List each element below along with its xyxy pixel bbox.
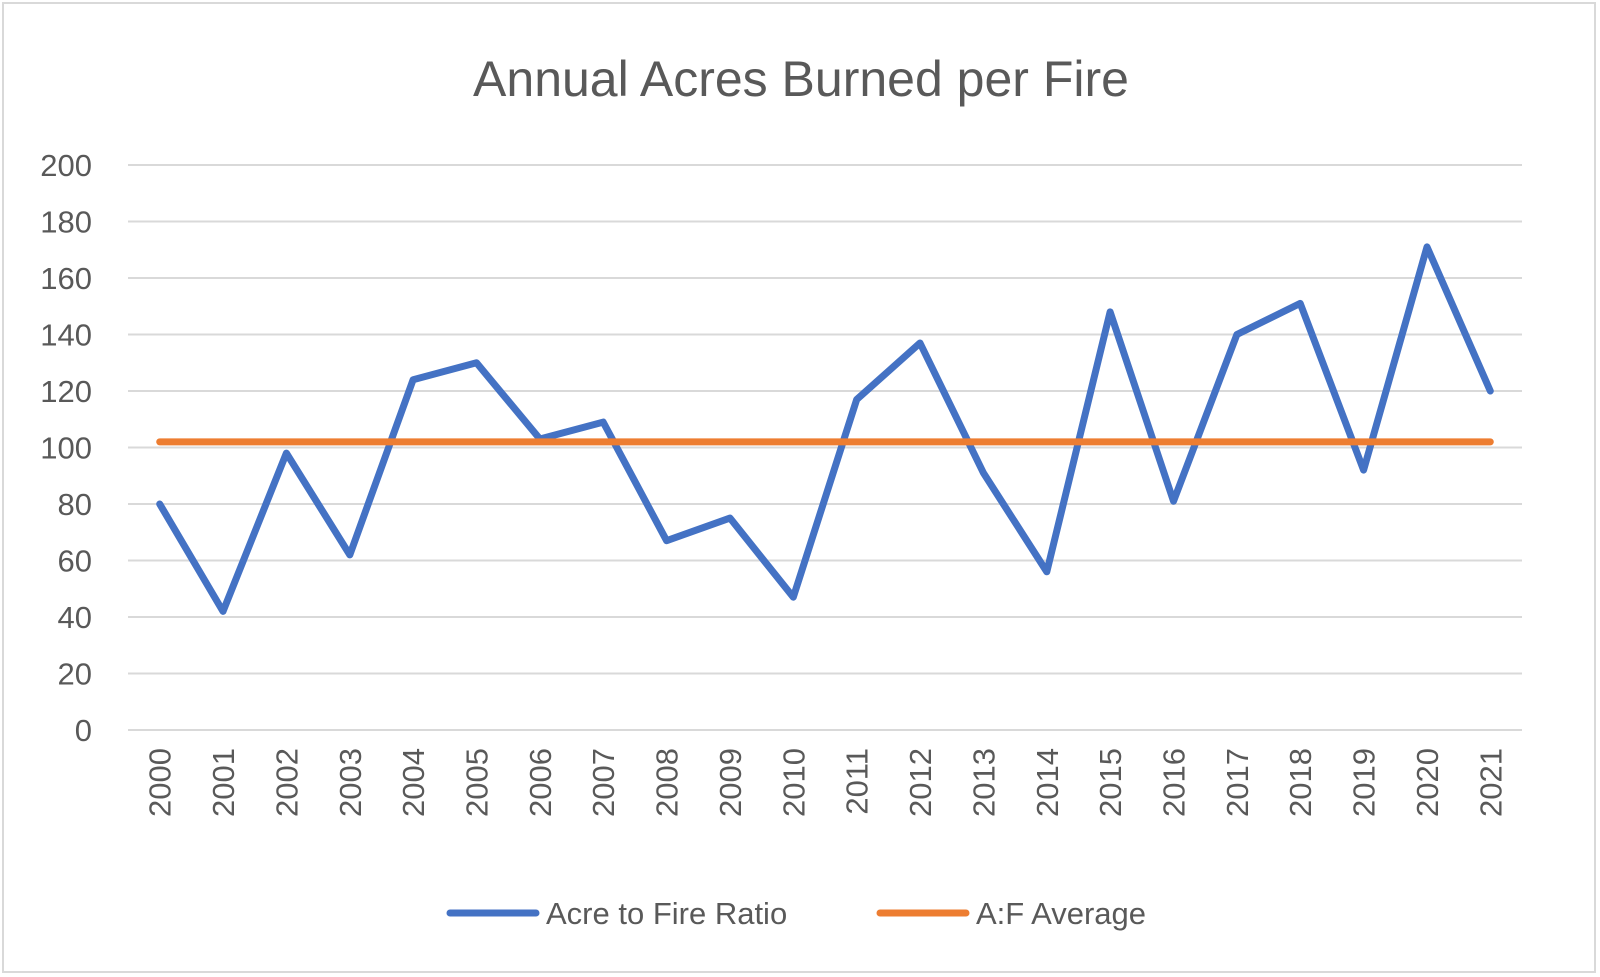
legend-label: Acre to Fire Ratio [546,896,787,931]
x-tick-label: 2003 [333,748,368,817]
y-tick-label: 100 [40,431,92,466]
x-tick-label: 2016 [1157,748,1192,817]
x-tick-label: 2010 [776,748,811,817]
y-tick-label: 80 [58,487,92,522]
x-tick-label: 2019 [1347,748,1382,817]
x-tick-label: 2013 [966,748,1001,817]
y-tick-label: 0 [75,713,92,748]
y-tick-label: 140 [40,318,92,353]
x-tick-label: 2006 [523,748,558,817]
line-chart: Annual Acres Burned per Fire 0 20 40 60 80 10… [40,51,1522,931]
legend-item: Acre to Fire Ratio [446,896,787,931]
chart-title: Annual Acres Burned per Fire [473,51,1129,107]
y-tick-label: 20 [58,657,92,692]
y-tick-label: 160 [40,261,92,296]
series-lines [156,243,1494,615]
x-tick-label: 2012 [903,748,938,817]
legend: Acre to Fire Ratio A:F Average [446,896,1146,931]
x-tick-label: 2020 [1410,748,1445,817]
x-axis-tick-labels: 2000 2001 2002 2003 2004 2005 2006 2007 2008 2009… [143,748,1509,817]
x-tick-label: 2005 [460,748,495,817]
x-tick-label: 2018 [1283,748,1318,817]
x-tick-label: 2015 [1093,748,1128,817]
x-tick-label: 2002 [269,748,304,817]
x-tick-label: 2011 [840,748,875,815]
y-tick-label: 40 [58,600,92,635]
y-tick-label: 200 [40,148,92,183]
x-tick-label: 2000 [143,748,178,817]
legend-item: A:F Average [876,896,1146,931]
x-tick-label: 2007 [586,748,621,817]
y-tick-label: 60 [58,544,92,579]
series-line-0 [156,243,1494,615]
y-axis-tick-labels: 0 20 40 60 80 100 120 140 160 180 200 [40,148,92,748]
x-tick-label: 2017 [1220,748,1255,817]
x-tick-label: 2009 [713,748,748,817]
y-tick-label: 180 [40,205,92,240]
x-tick-label: 2014 [1030,748,1065,817]
x-tick-label: 2004 [396,748,431,817]
legend-label: A:F Average [976,896,1146,931]
gridlines [128,164,1522,731]
x-tick-label: 2008 [650,748,685,817]
x-tick-label: 2001 [206,748,241,817]
y-tick-label: 120 [40,374,92,409]
x-tick-label: 2021 [1473,748,1508,817]
